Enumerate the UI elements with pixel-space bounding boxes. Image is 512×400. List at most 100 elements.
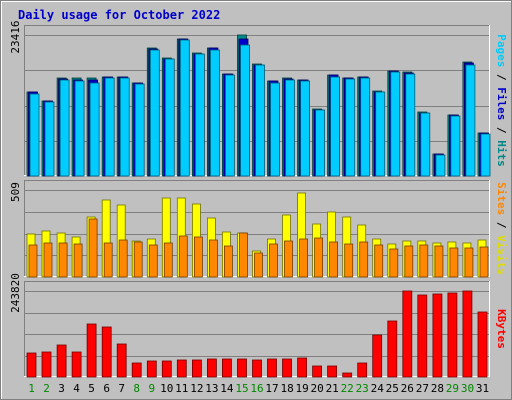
bar-bottom-kbytes-26 [402,290,413,378]
legend-entry-top-3: / [495,120,508,140]
x-tick-label-16: 16 [250,382,263,395]
x-tick-label-1: 1 [28,382,35,395]
x-tick-label-2: 2 [43,382,50,395]
bar-top-pages-15 [240,44,250,177]
bar-middle-sites-19 [299,238,309,278]
bar-top-pages-22 [345,78,356,177]
bar-top-pages-21 [330,76,341,177]
bar-bottom-kbytes-13 [206,358,217,378]
bar-middle-sites-5 [88,218,98,278]
bar-bottom-kbytes-16 [252,359,262,378]
bar-middle-sites-24 [374,244,384,278]
bar-bottom-kbytes-17 [267,358,277,378]
x-tick-label-30: 30 [461,382,474,395]
x-tick-label-24: 24 [371,382,385,395]
bar-top-pages-7 [119,77,130,177]
bar-top-pages-3 [59,79,70,177]
bar-bottom-kbytes-2 [41,351,52,378]
bar-middle-sites-27 [419,244,429,278]
bar-top-pages-28 [435,154,446,177]
x-tick-label-14: 14 [220,382,234,395]
ymax-label-middle: 509 [9,182,22,202]
bar-middle-sites-12 [193,236,203,278]
bar-middle-sites-14 [223,245,233,278]
x-tick-label-17: 17 [265,382,278,395]
x-tick-label-25: 25 [386,382,399,395]
x-tick-label-12: 12 [190,382,203,395]
bar-middle-sites-25 [389,248,399,278]
bar-bottom-kbytes-25 [387,320,398,378]
x-axis-day-labels: 1 2 3 4 5 6 7 8 9 10 11 12 13 14 15 16 17 18 19 20 21 22 23 24 2… [28,382,489,395]
bar-top-pages-10 [164,58,175,177]
bar-middle-sites-22 [344,243,354,278]
side-legend-top: Pages / Files / Hits [495,34,508,167]
bar-bottom-kbytes-19 [297,357,308,378]
bar-bottom-kbytes-21 [327,365,338,378]
bar-bottom-kbytes-14 [221,358,232,378]
bar-bottom-kbytes-15 [237,358,247,378]
bar-bottom-kbytes-11 [176,359,187,378]
x-tick-label-31: 31 [476,382,489,395]
bar-middle-sites-10 [163,242,173,278]
x-tick-label-19: 19 [295,382,308,395]
bar-middle-sites-9 [148,244,158,278]
bar-top-pages-4 [74,80,85,177]
bar-middle-sites-26 [404,245,414,278]
bar-middle-sites-1 [28,244,38,278]
x-tick-label-3: 3 [58,382,65,395]
bars-bottom [26,290,488,378]
side-legend-bottom: KBytes [495,309,508,349]
x-tick-label-23: 23 [356,382,369,395]
bar-bottom-kbytes-18 [282,358,292,378]
x-tick-label-7: 7 [118,382,125,395]
bar-middle-sites-6 [103,242,113,278]
bar-top-pages-9 [149,49,160,177]
bar-middle-sites-16 [254,252,263,278]
chart-panels: 23416 Pages / Files / Hits 509 Sites / Visi… [9,20,508,378]
bar-top-pages-5 [89,82,100,177]
x-tick-label-15: 15 [235,382,248,395]
x-tick-label-11: 11 [175,382,188,395]
bar-top-pages-24 [375,91,386,177]
bar-bottom-kbytes-12 [191,359,202,378]
bar-middle-sites-30 [464,247,474,278]
x-tick-label-26: 26 [401,382,414,395]
bar-middle-sites-15 [239,232,248,278]
bar-bottom-kbytes-31 [477,311,488,378]
bar-top-pages-25 [390,71,401,177]
bar-middle-sites-11 [178,235,188,278]
bar-middle-sites-8 [133,241,143,278]
bar-middle-sites-29 [449,247,459,278]
x-tick-label-18: 18 [280,382,293,395]
ymax-label-bottom: 243820 [9,273,22,313]
bar-bottom-kbytes-5 [86,323,97,378]
bar-middle-sites-4 [73,243,83,278]
bar-bottom-kbytes-3 [56,344,67,378]
ymax-label-top: 23416 [9,20,22,53]
legend-entry-middle-0: Sites [495,182,508,215]
bar-bottom-kbytes-23 [357,362,368,378]
bar-top-pages-27 [420,112,431,177]
x-tick-label-21: 21 [326,382,339,395]
chart-title: Daily usage for October 2022 [18,8,220,22]
panel-top: 23416 Pages / Files / Hits [9,20,508,177]
panel-middle: 509 Sites / Visits [9,180,508,278]
panel-bottom: 243820 KBytes [9,273,508,378]
legend-entry-middle-2: Visits [495,235,508,275]
bar-middle-sites-3 [58,242,68,278]
bar-middle-sites-28 [434,245,444,278]
x-tick-label-9: 9 [148,382,155,395]
bar-middle-sites-20 [314,237,324,278]
bar-top-pages-18 [285,79,295,177]
bar-top-pages-16 [255,64,265,177]
x-tick-label-5: 5 [88,382,95,395]
bar-top-pages-14 [224,74,235,177]
bar-top-pages-17 [270,82,280,177]
bar-bottom-kbytes-8 [131,362,142,378]
bar-top-pages-30 [465,64,476,177]
bar-top-pages-6 [104,77,115,177]
bar-top-pages-2 [44,101,55,177]
bar-middle-sites-2 [43,242,53,278]
bars-top [26,34,491,177]
